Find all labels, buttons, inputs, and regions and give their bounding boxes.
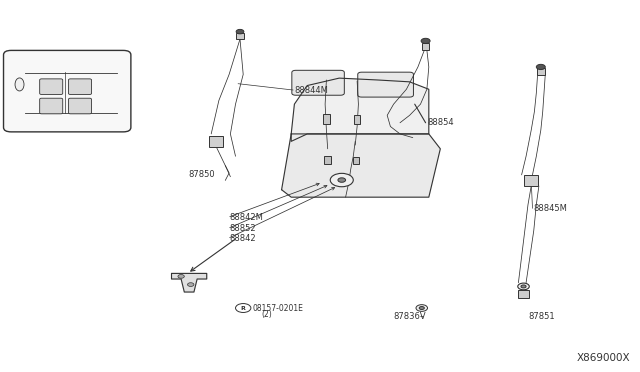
Polygon shape [291,78,429,141]
Text: 88854: 88854 [428,118,454,127]
Text: 87836V: 87836V [394,312,426,321]
Circle shape [421,38,430,44]
Text: 88852: 88852 [229,224,256,233]
Bar [524,175,538,186]
Circle shape [330,173,353,187]
FancyBboxPatch shape [358,72,413,97]
Polygon shape [172,273,207,292]
Circle shape [536,64,545,70]
Circle shape [178,275,184,278]
Text: 88842M: 88842M [229,213,263,222]
Circle shape [338,178,346,182]
Circle shape [518,283,529,290]
Text: X869000X: X869000X [577,353,630,363]
Text: 88842: 88842 [229,234,256,243]
Ellipse shape [15,78,24,91]
Bar [537,68,545,75]
Text: 08157-0201E: 08157-0201E [252,304,303,312]
Circle shape [419,307,424,310]
Text: 87851: 87851 [528,312,555,321]
Text: 88845M: 88845M [534,204,568,213]
Bar [518,290,529,298]
Text: (2): (2) [261,310,272,319]
FancyBboxPatch shape [40,79,63,94]
Circle shape [236,304,251,312]
Bar [353,157,359,164]
FancyBboxPatch shape [68,98,92,114]
Bar [422,43,429,50]
Bar [324,156,331,164]
Polygon shape [282,134,440,197]
FancyBboxPatch shape [292,70,344,95]
Circle shape [236,29,244,34]
Text: –: – [419,312,424,321]
Text: R: R [241,305,246,311]
Circle shape [188,283,194,286]
Bar [323,114,330,124]
Circle shape [521,285,526,288]
Text: 87850: 87850 [188,170,215,179]
FancyBboxPatch shape [40,98,63,114]
Circle shape [416,305,428,311]
Bar [209,136,223,147]
Bar [236,33,244,39]
FancyBboxPatch shape [4,50,131,132]
Bar [354,115,360,124]
Text: 88844M: 88844M [294,86,328,94]
FancyBboxPatch shape [68,79,92,94]
